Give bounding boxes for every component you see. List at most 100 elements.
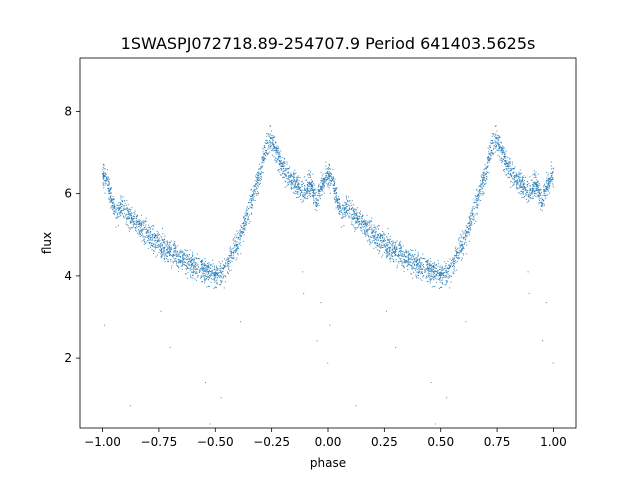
data-point	[523, 186, 525, 188]
data-point	[174, 258, 176, 260]
data-point	[448, 267, 450, 269]
data-point	[104, 184, 106, 186]
data-point	[205, 278, 207, 280]
data-point	[377, 228, 379, 230]
data-point	[545, 182, 547, 184]
data-point	[479, 190, 481, 192]
data-point	[471, 224, 473, 226]
data-point	[395, 254, 397, 256]
data-point	[185, 255, 187, 257]
data-point	[449, 258, 451, 260]
data-point	[118, 207, 120, 209]
data-point	[280, 161, 282, 163]
data-point	[523, 189, 525, 191]
data-point	[196, 273, 198, 275]
data-point	[160, 251, 162, 253]
x-tick-label: 1.00	[540, 435, 567, 449]
data-point	[466, 235, 468, 237]
data-point	[506, 162, 508, 164]
data-point	[138, 230, 140, 232]
data-point	[178, 267, 180, 269]
data-point	[308, 173, 310, 175]
data-point	[246, 218, 248, 220]
data-point	[431, 270, 433, 272]
data-point	[432, 267, 434, 269]
data-point	[461, 243, 463, 245]
data-point	[486, 167, 488, 169]
data-point	[322, 178, 324, 180]
data-point	[262, 155, 264, 157]
data-point	[393, 251, 395, 253]
data-point	[256, 191, 258, 193]
data-point	[366, 224, 368, 226]
data-point	[211, 265, 213, 267]
data-point	[401, 253, 403, 255]
data-point	[164, 246, 166, 248]
data-point	[406, 250, 408, 252]
data-point	[398, 253, 400, 255]
data-point	[104, 179, 106, 181]
data-point	[497, 136, 499, 138]
data-point	[121, 213, 123, 215]
data-point	[221, 271, 223, 273]
data-point	[344, 204, 346, 206]
data-point	[201, 280, 203, 282]
data-point	[429, 270, 431, 272]
data-point	[375, 231, 377, 233]
data-point	[496, 137, 498, 139]
data-point	[196, 268, 198, 270]
data-point	[410, 261, 412, 263]
data-point	[478, 193, 480, 195]
data-point	[267, 148, 269, 150]
data-point	[458, 238, 460, 240]
data-point	[158, 240, 160, 242]
data-point	[210, 263, 212, 265]
data-point	[198, 257, 199, 259]
data-point	[394, 251, 396, 253]
data-point	[454, 270, 456, 272]
data-point	[552, 178, 554, 180]
data-point	[495, 136, 497, 138]
data-point	[342, 212, 344, 214]
data-point	[131, 215, 133, 217]
data-point	[456, 251, 458, 253]
data-point	[327, 362, 329, 364]
data-point	[495, 141, 497, 143]
data-point	[244, 214, 246, 216]
data-point	[244, 229, 246, 231]
data-point	[145, 236, 147, 238]
data-point	[146, 232, 148, 233]
data-point	[413, 268, 415, 269]
data-point	[520, 193, 522, 195]
data-point	[279, 165, 281, 167]
data-point	[128, 218, 130, 220]
data-point	[318, 183, 320, 185]
data-point	[322, 183, 324, 185]
data-point	[377, 238, 379, 240]
data-point	[456, 249, 458, 251]
data-point	[251, 194, 253, 196]
data-point	[184, 249, 186, 251]
data-point	[190, 264, 192, 266]
data-point	[214, 272, 216, 274]
data-point	[547, 185, 549, 187]
data-point	[446, 281, 448, 283]
data-point	[468, 240, 470, 242]
data-point	[215, 271, 217, 273]
data-point	[228, 263, 230, 265]
data-point	[323, 187, 325, 189]
data-point	[500, 162, 502, 164]
data-point	[550, 165, 552, 167]
data-point	[540, 201, 542, 203]
data-point	[482, 180, 484, 182]
data-point	[390, 254, 392, 256]
data-point	[296, 188, 298, 190]
data-point	[272, 150, 274, 152]
data-point	[249, 201, 251, 203]
data-point	[468, 225, 470, 227]
data-point	[125, 214, 127, 216]
data-point	[103, 172, 105, 174]
data-point	[552, 177, 554, 179]
data-point	[537, 189, 539, 191]
data-point	[507, 163, 509, 165]
